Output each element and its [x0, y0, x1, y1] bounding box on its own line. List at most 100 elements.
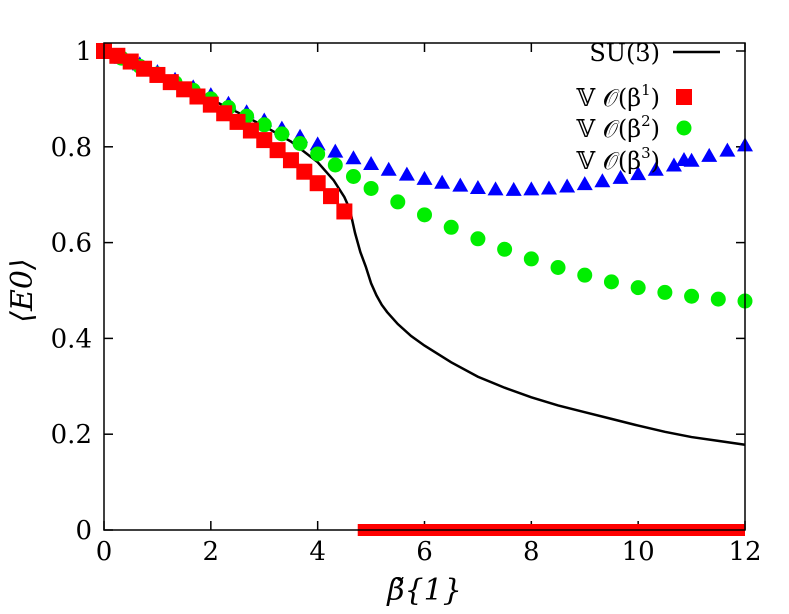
data-point [523, 251, 539, 267]
data-point [630, 280, 646, 296]
y-tick-label: 0.2 [51, 420, 92, 450]
legend-swatch [676, 120, 692, 136]
data-point [282, 152, 299, 169]
data-point [603, 274, 619, 290]
legend-label-exponent: 1 [641, 81, 651, 99]
data-point [149, 66, 166, 83]
y-tick-label: 0.8 [51, 133, 92, 163]
data-point [323, 188, 340, 205]
legend-swatch [676, 89, 692, 105]
data-point [296, 163, 313, 180]
data-point [216, 105, 233, 122]
data-point [345, 168, 361, 184]
data-point [630, 166, 647, 181]
data-point [363, 180, 379, 196]
data-point [452, 177, 469, 192]
legend-label-base: 𝕍 𝒪(β [575, 147, 641, 175]
data-point [701, 147, 718, 162]
data-point [256, 117, 272, 133]
data-point [559, 178, 576, 193]
data-point [577, 267, 593, 283]
legend-label-close: ) [651, 147, 660, 175]
y-tick-label: 0 [75, 516, 92, 546]
data-point [136, 60, 153, 77]
data-point [398, 166, 415, 181]
x-tick-label: 6 [416, 537, 433, 567]
y-axis-label: ⟨E0⟩ [5, 258, 40, 322]
series-line [103, 49, 746, 446]
data-point [497, 241, 513, 257]
data-point [665, 157, 682, 172]
data-point [416, 170, 433, 185]
data-point [229, 113, 246, 130]
series-1 [96, 43, 353, 220]
data-point [327, 157, 343, 173]
data-point [309, 136, 326, 151]
data-point [434, 174, 451, 189]
x-tick-label: 8 [523, 537, 540, 567]
data-point [242, 122, 259, 139]
data-point [469, 179, 486, 194]
y-tick-label: 0.6 [51, 229, 92, 259]
data-point [122, 53, 139, 70]
data-point [269, 142, 286, 159]
x-tick-label: 4 [309, 537, 326, 567]
data-point [380, 161, 397, 176]
data-point [487, 181, 504, 196]
data-point [202, 96, 219, 113]
data-point [345, 150, 362, 165]
legend-swatch [676, 152, 692, 166]
x-tick-label: 0 [96, 537, 113, 567]
data-point [684, 288, 700, 304]
data-point [363, 156, 380, 171]
data-point [176, 81, 193, 98]
data-point [292, 135, 308, 151]
data-point [719, 142, 736, 157]
data-point [443, 219, 459, 235]
data-point [657, 284, 673, 300]
data-point [576, 176, 593, 191]
x-tick-label: 12 [728, 537, 761, 567]
x-axis-label: β̃{1} [386, 573, 462, 608]
data-point [189, 88, 206, 105]
legend-label: 𝕍 𝒪(β2) [575, 112, 660, 143]
legend-label-base: 𝕍 𝒪(β [575, 115, 641, 143]
legend-label-base: 𝕍 𝒪(β [575, 84, 641, 112]
data-point [162, 74, 179, 91]
legend-label: 𝕍 𝒪(β3) [575, 144, 660, 175]
data-point [256, 132, 273, 149]
legend-label-exponent: 3 [641, 144, 651, 162]
legend-label-exponent: 2 [641, 112, 651, 130]
data-point [470, 231, 486, 247]
data-point [310, 146, 326, 162]
y-tick-label: 1 [75, 37, 92, 67]
x-tick-label: 2 [203, 537, 220, 567]
data-point [327, 143, 344, 158]
plot-frame [103, 42, 746, 531]
data-point [390, 194, 406, 210]
legend: SU(3)𝕍 𝒪(β1)𝕍 𝒪(β2)𝕍 𝒪(β3) [575, 39, 720, 175]
y-tick-label: 0.4 [51, 324, 92, 354]
data-point [109, 47, 126, 64]
data-point [523, 181, 540, 196]
legend-label: 𝕍 𝒪(β1) [575, 81, 660, 112]
data-point [309, 175, 326, 192]
data-point [594, 173, 611, 188]
data-point [505, 181, 522, 196]
data-point [550, 260, 566, 276]
data-point [417, 207, 432, 223]
data-point [612, 169, 629, 184]
series-0 [103, 49, 746, 446]
data-point [336, 203, 353, 220]
x-tick-label: 10 [622, 537, 655, 567]
data-point [540, 180, 557, 195]
series-layer [96, 43, 753, 536]
data-point [647, 161, 664, 176]
data-point [274, 126, 290, 142]
legend-label: SU(3) [589, 39, 660, 67]
data-point [710, 291, 726, 307]
legend-label-close: ) [651, 115, 660, 143]
legend-label-close: ) [651, 84, 660, 112]
